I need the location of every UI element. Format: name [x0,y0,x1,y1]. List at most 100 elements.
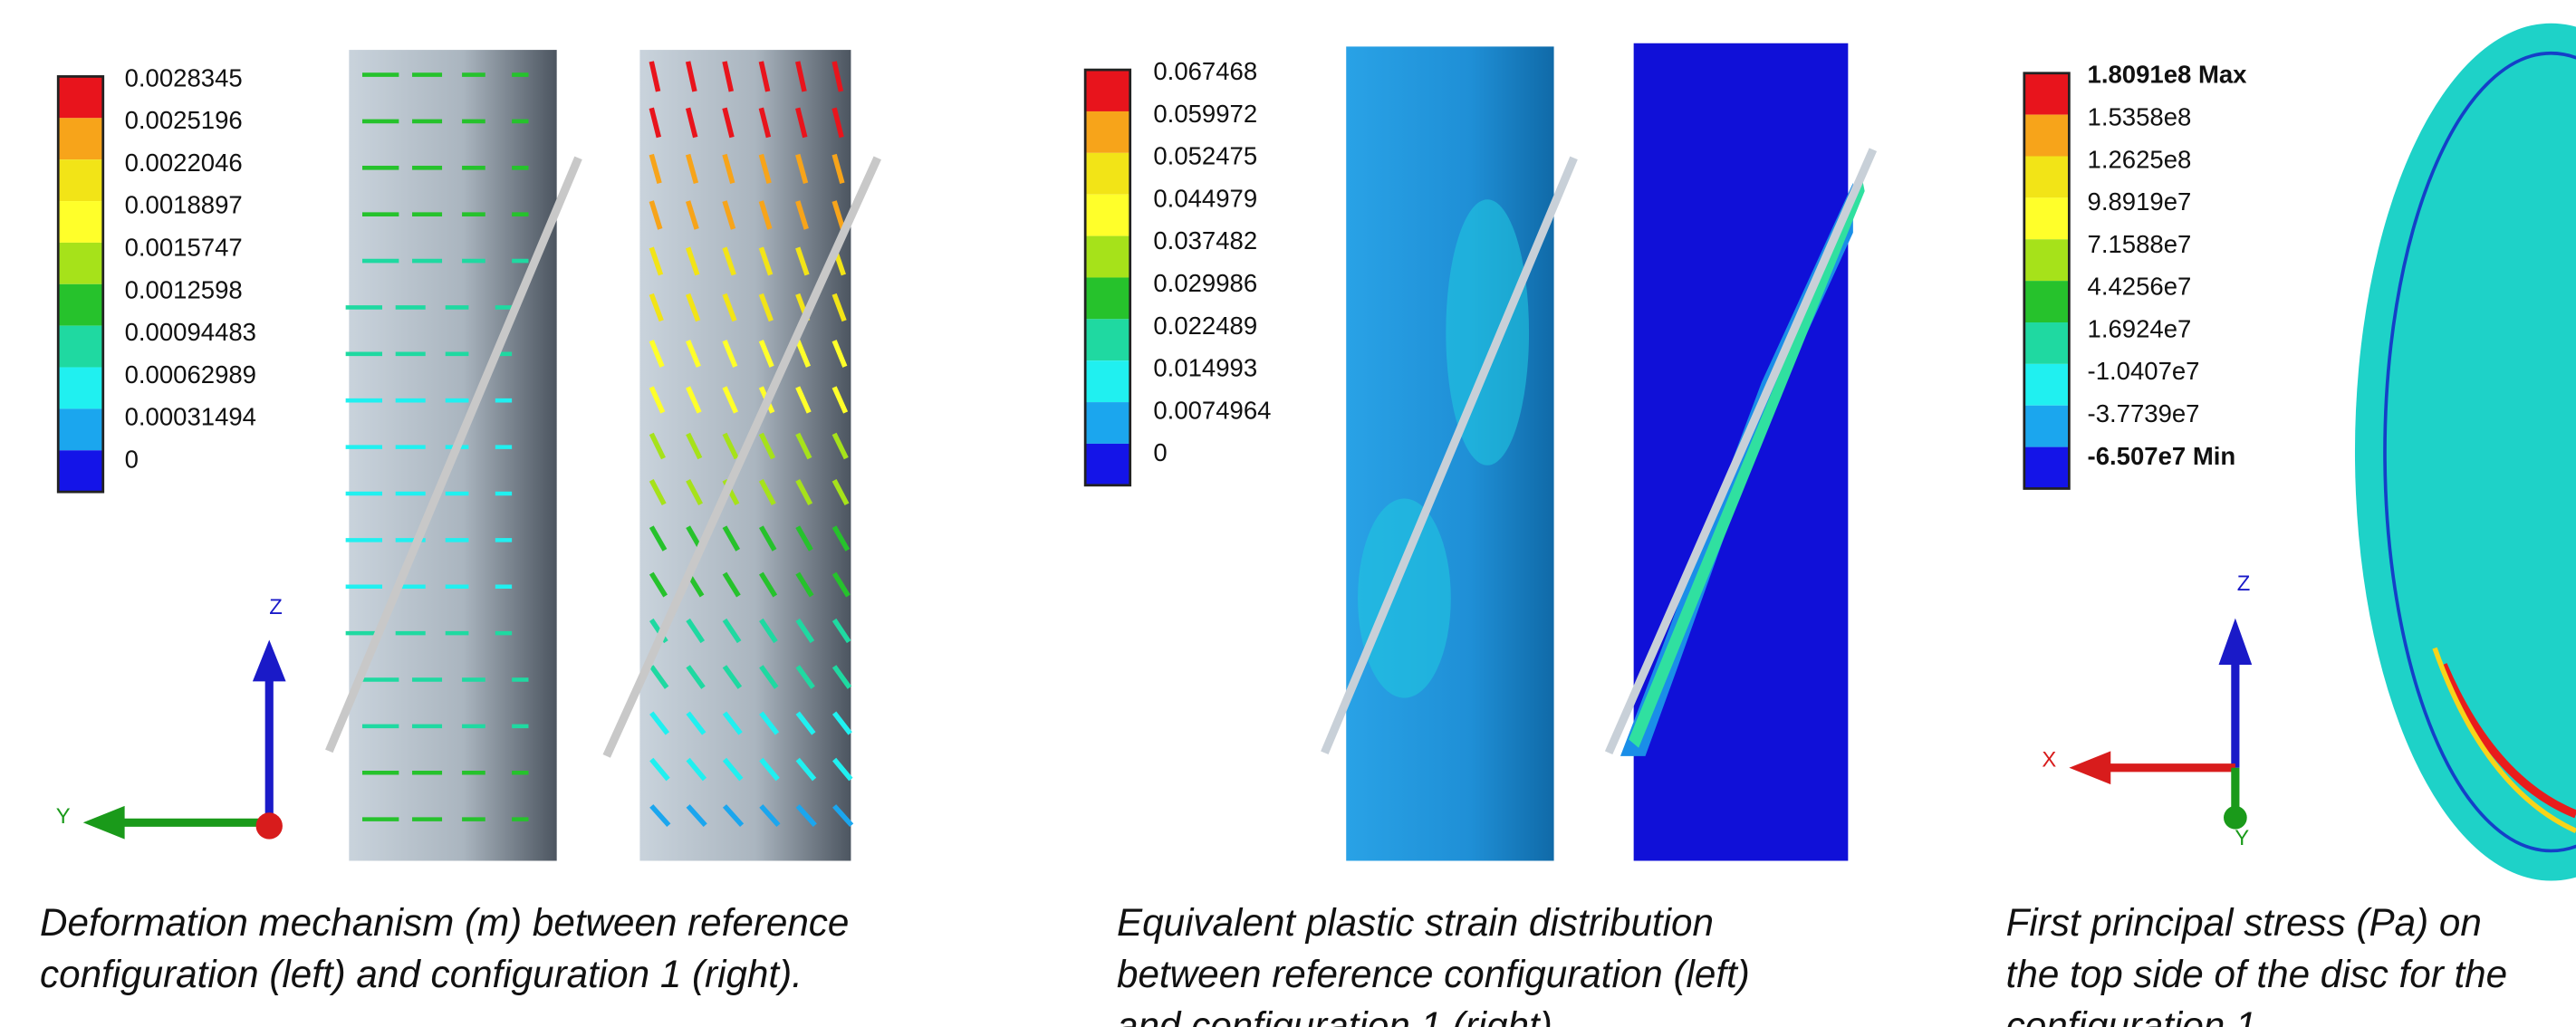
arrow [649,386,666,414]
legend-label: 0 [125,445,139,473]
legend-swatch [1085,319,1130,361]
legend-swatch [58,450,103,493]
arrow [795,804,817,828]
legend-label: 0.0018897 [125,191,243,219]
arrow [759,757,780,782]
arrow [831,525,851,552]
legend-label: 1.5358e8 [2088,102,2192,130]
disc-ring [2383,52,2576,853]
arrow [649,246,664,276]
rod [1604,148,1878,755]
legend-label: 0.00094483 [125,318,256,346]
legend-swatch [1085,110,1130,153]
arrow [758,432,776,460]
arrow [722,246,736,276]
arrow [795,432,812,460]
arrow [831,293,847,322]
arrow [686,293,701,322]
axis-label: Y [2235,826,2249,850]
arrow [832,804,854,828]
legend-label: 0.00062989 [125,360,256,389]
arrow [649,340,665,368]
arrow [649,293,664,322]
arrow [831,61,844,92]
legend-swatch [58,76,103,119]
axis-x [255,812,283,840]
arrow [722,571,741,598]
arrow [795,386,812,414]
legend-label: 0 [1153,438,1167,466]
legend-label: 7.1588e7 [2088,230,2192,258]
arrow [649,665,669,689]
arrow [758,525,777,552]
legend-swatch [58,118,103,160]
arrow [758,246,774,276]
rod [602,156,881,758]
arrow [795,711,816,735]
arrow [831,107,844,139]
arrow [649,153,662,184]
arrow [795,757,817,782]
arrow [758,293,774,322]
arrow [722,618,742,644]
axis-arrow [82,805,125,840]
disc-hotspot [2432,647,2576,833]
arrow [685,153,699,184]
legend-swatch [58,325,103,368]
arrow [831,618,851,644]
legend-label: 9.8919e7 [2088,187,2192,216]
legend-swatch [58,408,103,451]
arrow [831,200,846,230]
arrow [686,711,706,735]
legend-swatch [58,242,103,284]
arrow [759,665,779,689]
caption-line: Deformation mechanism (m) between refere… [40,901,849,944]
panel-stress: Z X Y 1.8091e8 Max 1.5358e8 1.2625e8 9.8919… [2006,23,2576,1027]
caption-line: and configuration 1 (right). [1117,1004,1562,1027]
arrow [722,665,743,689]
arrow [722,200,736,230]
arrow [831,665,852,689]
arrow [795,665,815,689]
arrow [649,479,667,506]
legend-swatch [1085,360,1130,403]
legend-swatch [58,201,103,243]
arrow [795,61,807,92]
arrow [649,200,663,230]
arrow [795,107,808,139]
legend-swatch [1085,277,1130,320]
arrow [649,107,662,139]
legend-frame [1083,68,1132,487]
axis-arrow [2069,751,2111,785]
arrow [649,804,671,828]
arrow [759,804,781,828]
arrow [649,711,670,735]
legend-label: 4.4256e7 [2088,273,2192,301]
arrow [722,432,739,460]
arrow [759,618,778,644]
legend-swatch [2023,446,2070,489]
legend-swatch [58,283,103,326]
legend-label: -1.0407e7 [2088,357,2200,385]
caption-line: between reference configuration (left) [1117,953,1750,995]
legend-swatch [2023,239,2070,282]
arrow [649,757,670,782]
arrow [831,340,848,368]
arrow [758,61,771,92]
arrow [686,340,701,368]
legend-label: 0.0022046 [125,149,243,177]
axis-label: Z [2237,571,2251,596]
arrow [831,386,849,414]
arrow [795,618,815,644]
legend-label: 0.052475 [1153,142,1257,170]
arrow [686,246,700,276]
arrow [758,153,772,184]
arrow [722,107,735,139]
axis-label: Z [269,595,283,619]
legend-label: 0.0015747 [125,234,243,262]
arrow [795,200,809,230]
legend-label: -6.507e7 Min [2088,442,2236,470]
legend-label: 1.8091e8 Max [2088,61,2248,89]
legend-label: 0.0074964 [1153,396,1271,424]
